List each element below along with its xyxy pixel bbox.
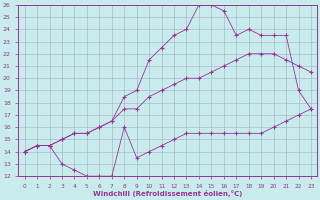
- X-axis label: Windchill (Refroidissement éolien,°C): Windchill (Refroidissement éolien,°C): [93, 190, 243, 197]
